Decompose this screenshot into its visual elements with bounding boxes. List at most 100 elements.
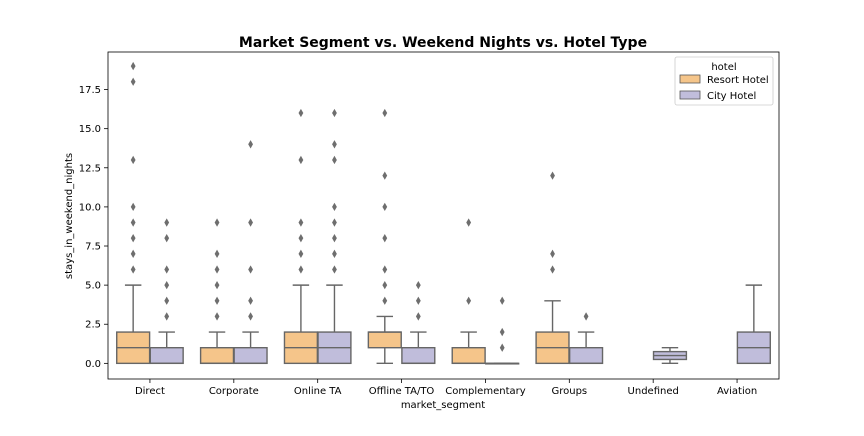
legend-title: hotel xyxy=(711,62,736,73)
x-axis: Direct Corporate Online TA Offline TA/TO Com… xyxy=(135,379,757,397)
outlier-marker xyxy=(130,234,136,243)
plot-area xyxy=(116,61,771,365)
outlier-marker xyxy=(214,312,220,321)
legend-label-city: City Hotel xyxy=(707,91,756,102)
x-tick-label: Aviation xyxy=(717,386,757,397)
outlier-marker xyxy=(415,312,421,321)
box-group xyxy=(317,108,352,365)
y-tick-label: 7.5 xyxy=(85,242,101,253)
outlier-marker xyxy=(164,265,170,274)
outlier-marker xyxy=(332,218,337,227)
outlier-marker xyxy=(298,155,304,165)
outlier-marker xyxy=(130,265,136,274)
outlier-marker xyxy=(382,171,388,180)
outlier-marker xyxy=(214,280,220,290)
outlier-marker xyxy=(298,265,304,274)
box-group xyxy=(652,347,688,365)
outlier-marker xyxy=(130,218,136,227)
box xyxy=(367,331,402,349)
x-tick-label: Offline TA/TO xyxy=(369,386,435,397)
box xyxy=(233,347,268,365)
outlier-marker xyxy=(130,155,136,165)
outlier-marker xyxy=(164,296,170,305)
box xyxy=(149,347,184,365)
x-tick-label: Complementary xyxy=(445,386,526,397)
outlier-marker xyxy=(583,312,589,321)
x-tick-label: Corporate xyxy=(209,386,259,397)
outlier-marker xyxy=(332,234,337,243)
outlier-marker xyxy=(382,265,388,274)
outlier-marker xyxy=(298,249,304,258)
y-tick-label: 12.5 xyxy=(79,163,101,174)
box-group xyxy=(568,312,604,365)
box-group xyxy=(367,108,402,365)
x-tick-label: Online TA xyxy=(294,386,342,397)
outlier-marker xyxy=(248,265,253,274)
outlier-marker xyxy=(499,327,505,337)
box-group xyxy=(149,218,184,365)
box-group xyxy=(736,284,771,365)
outlier-marker xyxy=(415,280,421,290)
outlier-marker xyxy=(382,280,388,290)
y-tick-label: 5.0 xyxy=(85,281,101,292)
box xyxy=(568,347,604,365)
outlier-marker xyxy=(499,296,505,305)
outlier-marker xyxy=(248,140,253,149)
outlier-marker xyxy=(382,108,388,118)
outlier-marker xyxy=(298,234,304,243)
x-tick-label: Undefined xyxy=(628,386,679,397)
outlier-marker xyxy=(248,218,253,227)
y-tick-label: 17.5 xyxy=(79,85,101,96)
outlier-marker xyxy=(248,296,253,305)
box-group xyxy=(485,296,520,365)
outlier-marker xyxy=(164,312,170,321)
outlier-marker xyxy=(248,312,253,321)
box-group xyxy=(116,61,151,365)
chart-title: Market Segment vs. Weekend Nights vs. Ho… xyxy=(239,35,647,51)
legend-label-resort: Resort Hotel xyxy=(707,75,769,86)
box-group xyxy=(233,140,268,365)
outlier-marker xyxy=(130,202,136,212)
box-group xyxy=(283,108,319,365)
outlier-marker xyxy=(332,202,337,212)
legend-swatch-resort xyxy=(679,74,701,84)
outlier-marker xyxy=(332,140,337,149)
outlier-marker xyxy=(382,202,388,212)
outlier-marker xyxy=(332,155,337,165)
outlier-marker xyxy=(466,218,472,227)
box xyxy=(199,347,235,365)
outlier-marker xyxy=(332,249,337,258)
legend-swatch-city xyxy=(679,90,701,100)
outlier-marker xyxy=(214,249,220,258)
box xyxy=(401,347,436,365)
y-axis: 0.0 2.5 5.0 7.5 10.0 12.5 15.0 17.5 xyxy=(79,85,108,370)
outlier-marker xyxy=(466,296,472,305)
outlier-marker xyxy=(164,234,170,243)
x-tick-label: Direct xyxy=(135,386,165,397)
outlier-marker xyxy=(214,218,220,227)
y-tick-label: 15.0 xyxy=(79,124,101,135)
outlier-marker xyxy=(550,171,555,180)
box-group xyxy=(199,218,235,365)
x-axis-label: market_segment xyxy=(401,400,485,411)
outlier-marker xyxy=(332,108,337,118)
y-tick-label: 2.5 xyxy=(85,320,101,331)
legend: hotel Resort Hotel City Hotel xyxy=(674,56,774,106)
outlier-marker xyxy=(214,265,220,274)
outlier-marker xyxy=(130,77,136,86)
outlier-marker xyxy=(382,296,388,305)
box-group xyxy=(401,280,436,365)
outlier-marker xyxy=(332,265,337,274)
outlier-marker xyxy=(164,218,170,227)
outlier-marker xyxy=(298,108,304,118)
box xyxy=(451,347,486,365)
y-tick-label: 0.0 xyxy=(85,359,101,370)
plot-frame xyxy=(107,51,780,380)
outlier-marker xyxy=(130,249,136,258)
box-group xyxy=(451,218,486,365)
x-tick-label: Groups xyxy=(551,386,587,397)
outlier-marker xyxy=(382,234,388,243)
outlier-marker xyxy=(214,296,220,305)
